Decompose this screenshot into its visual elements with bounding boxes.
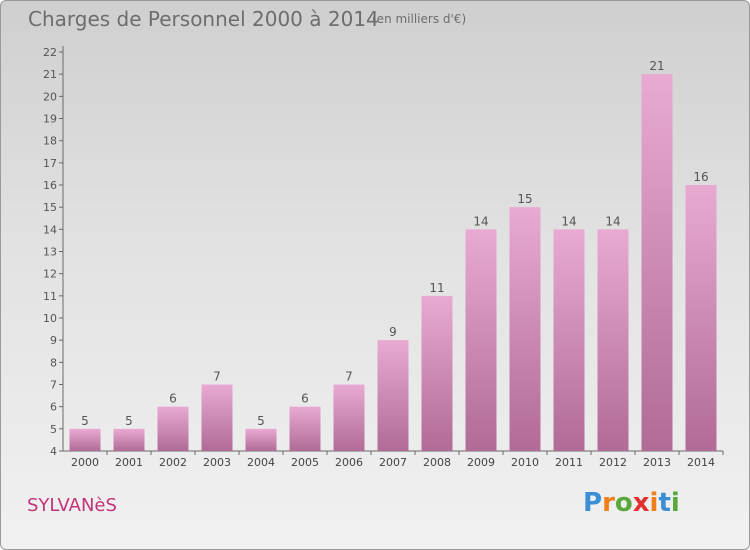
bar	[553, 229, 585, 451]
data-label: 16	[693, 170, 708, 184]
y-tick-label: 13	[43, 246, 57, 259]
x-tick-label: 2002	[159, 456, 187, 469]
bar	[597, 229, 629, 451]
bar	[641, 74, 673, 452]
proxiti-logo: Proxiti	[583, 488, 680, 518]
data-label: 6	[169, 392, 177, 406]
x-tick-label: 2003	[203, 456, 231, 469]
data-label: 15	[517, 192, 532, 206]
data-label: 7	[213, 370, 221, 384]
y-tick-label: 22	[43, 46, 57, 59]
x-tick-label: 2014	[687, 456, 715, 469]
y-tick-label: 14	[43, 223, 57, 236]
y-tick-label: 6	[50, 401, 57, 414]
bar	[685, 185, 717, 451]
chart-title: Charges de Personnel 2000 à 2014	[28, 7, 379, 31]
data-label: 9	[389, 325, 397, 339]
y-tick-label: 7	[50, 379, 57, 392]
x-tick-label: 2001	[115, 456, 143, 469]
data-label: 14	[473, 214, 488, 228]
bar	[157, 406, 189, 451]
data-label: 6	[301, 392, 309, 406]
data-label: 5	[81, 414, 89, 428]
y-tick-label: 9	[50, 334, 57, 347]
bar	[289, 406, 321, 451]
y-tick-label: 5	[50, 423, 57, 436]
y-tick-label: 20	[43, 90, 57, 103]
bar	[69, 428, 101, 451]
x-tick-label: 2012	[599, 456, 627, 469]
y-tick-label: 21	[43, 68, 57, 81]
data-label: 5	[125, 414, 133, 428]
y-tick-label: 18	[43, 135, 57, 148]
bar	[465, 229, 497, 451]
x-tick-label: 2008	[423, 456, 451, 469]
bar	[377, 340, 409, 451]
y-tick-label: 19	[43, 113, 57, 126]
y-tick-label: 12	[43, 268, 57, 281]
x-tick-label: 2010	[511, 456, 539, 469]
y-tick-label: 16	[43, 179, 57, 192]
y-tick-label: 10	[43, 312, 57, 325]
data-label: 5	[257, 414, 265, 428]
bar	[113, 428, 145, 451]
y-tick-label: 8	[50, 356, 57, 369]
x-tick-label: 2005	[291, 456, 319, 469]
y-tick-label: 15	[43, 201, 57, 214]
x-tick-label: 2013	[643, 456, 671, 469]
x-tick-label: 2009	[467, 456, 495, 469]
bar	[333, 384, 365, 451]
x-tick-label: 2007	[379, 456, 407, 469]
x-tick-label: 2011	[555, 456, 583, 469]
x-tick-label: 2004	[247, 456, 275, 469]
data-label: 14	[561, 214, 576, 228]
y-tick-label: 17	[43, 157, 57, 170]
x-tick-label: 2000	[71, 456, 99, 469]
bar	[421, 295, 453, 451]
data-label: 21	[649, 59, 664, 73]
x-tick-label: 2006	[335, 456, 363, 469]
bar	[245, 428, 277, 451]
chart-subtitle: (en milliers d'€)	[372, 12, 467, 26]
bar	[201, 384, 233, 451]
bar	[509, 207, 541, 451]
data-label: 7	[345, 370, 353, 384]
place-name: SYLVANèS	[27, 495, 117, 516]
y-tick-label: 4	[50, 445, 57, 458]
data-label: 14	[605, 214, 620, 228]
data-label: 11	[429, 281, 444, 295]
y-tick-label: 11	[43, 290, 57, 303]
